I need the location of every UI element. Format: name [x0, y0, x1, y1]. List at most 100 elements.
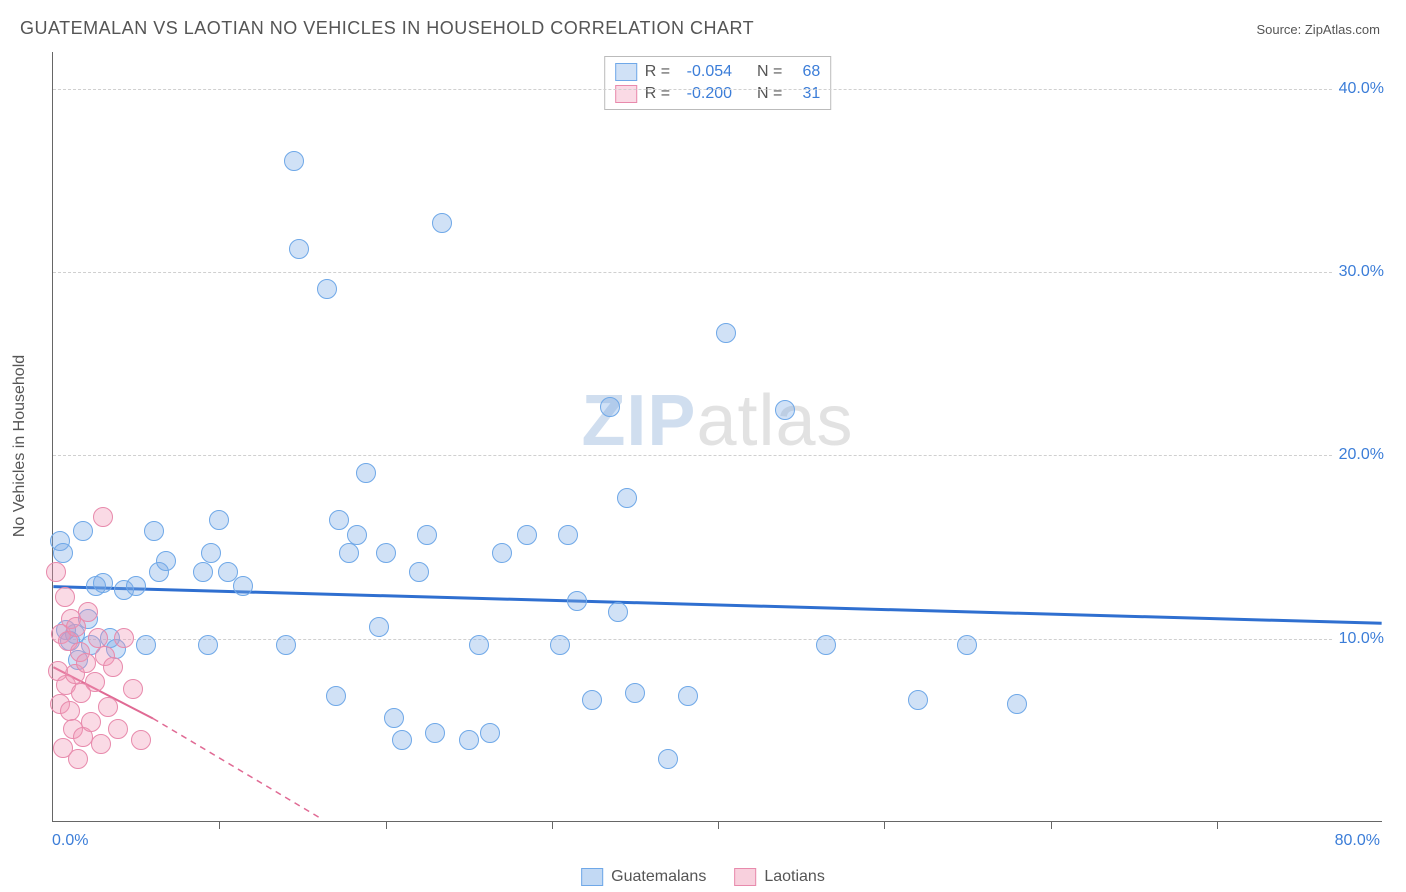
scatter-point: [93, 507, 113, 527]
scatter-point: [114, 628, 134, 648]
scatter-point: [85, 672, 105, 692]
y-tick-label: 10.0%: [1333, 630, 1384, 648]
scatter-point: [78, 602, 98, 622]
watermark-light: atlas: [696, 381, 853, 461]
scatter-point: [60, 701, 80, 721]
legend-label: Guatemalans: [611, 868, 706, 886]
scatter-point: [289, 239, 309, 259]
scatter-point: [193, 562, 213, 582]
scatter-point: [432, 213, 452, 233]
scatter-point: [356, 463, 376, 483]
scatter-point: [73, 521, 93, 541]
gridline: [53, 455, 1382, 456]
stats-legend-row: R =-0.200 N =31: [615, 83, 821, 105]
x-tick: [386, 821, 387, 829]
gridline: [53, 639, 1382, 640]
scatter-point: [392, 730, 412, 750]
stats-legend-row: R = -0.054 N = 68: [615, 61, 821, 83]
scatter-point: [55, 587, 75, 607]
scatter-point: [108, 719, 128, 739]
trend-lines-layer: [53, 52, 1382, 821]
scatter-point: [582, 690, 602, 710]
scatter-point: [329, 510, 349, 530]
legend-item: Guatemalans: [581, 868, 706, 886]
scatter-point: [91, 734, 111, 754]
scatter-point: [716, 323, 736, 343]
scatter-point: [93, 573, 113, 593]
scatter-point: [600, 397, 620, 417]
y-tick-label: 30.0%: [1333, 263, 1384, 281]
scatter-point: [276, 635, 296, 655]
scatter-point: [678, 686, 698, 706]
stat-r-label: R =: [645, 63, 670, 81]
scatter-point: [1007, 694, 1027, 714]
source-prefix: Source:: [1256, 22, 1304, 37]
scatter-point: [209, 510, 229, 530]
gridline: [53, 89, 1382, 90]
scatter-point: [53, 543, 73, 563]
series-legend: Guatemalans Laotians: [581, 868, 825, 886]
scatter-point: [459, 730, 479, 750]
scatter-point: [76, 653, 96, 673]
scatter-point: [126, 576, 146, 596]
scatter-point: [326, 686, 346, 706]
scatter-point: [156, 551, 176, 571]
scatter-point: [68, 749, 88, 769]
scatter-point: [136, 635, 156, 655]
x-tick: [1217, 821, 1218, 829]
source-link[interactable]: ZipAtlas.com: [1305, 22, 1380, 37]
scatter-point: [339, 543, 359, 563]
scatter-point: [317, 279, 337, 299]
stat-n-label: N =: [757, 63, 782, 81]
scatter-point: [376, 543, 396, 563]
scatter-point: [384, 708, 404, 728]
scatter-point: [88, 628, 108, 648]
stat-r-value: -0.054: [678, 63, 732, 81]
scatter-point: [617, 488, 637, 508]
scatter-point: [81, 712, 101, 732]
scatter-point: [775, 400, 795, 420]
scatter-point: [957, 635, 977, 655]
watermark: ZIPatlas: [581, 380, 853, 462]
scatter-point: [480, 723, 500, 743]
legend-item: Laotians: [734, 868, 825, 886]
scatter-point: [417, 525, 437, 545]
source-attribution: Source: ZipAtlas.com: [1256, 22, 1380, 37]
stats-legend: R = -0.054 N = 68 R =-0.200 N =31: [604, 56, 832, 110]
scatter-point: [409, 562, 429, 582]
scatter-point: [201, 543, 221, 563]
scatter-point: [46, 562, 66, 582]
scatter-point: [144, 521, 164, 541]
legend-swatch: [734, 868, 756, 886]
x-tick: [552, 821, 553, 829]
scatter-point: [567, 591, 587, 611]
scatter-point: [131, 730, 151, 750]
legend-label: Laotians: [764, 868, 825, 886]
x-axis-end-label: 80.0%: [1335, 832, 1380, 850]
y-tick-label: 20.0%: [1333, 446, 1384, 464]
scatter-point: [347, 525, 367, 545]
scatter-point: [816, 635, 836, 655]
x-tick: [884, 821, 885, 829]
scatter-point: [198, 635, 218, 655]
scatter-point: [517, 525, 537, 545]
x-tick: [718, 821, 719, 829]
scatter-point: [608, 602, 628, 622]
gridline: [53, 272, 1382, 273]
y-axis-label: No Vehicles in Household: [11, 355, 29, 537]
scatter-point: [103, 657, 123, 677]
stat-n-value: 68: [790, 63, 820, 81]
scatter-plot-area: ZIPatlas R =-0.054 N =68R =-0.200 N =31 …: [52, 52, 1382, 822]
chart-title: GUATEMALAN VS LAOTIAN NO VEHICLES IN HOU…: [20, 18, 754, 39]
scatter-point: [658, 749, 678, 769]
x-axis-start-label: 0.0%: [52, 832, 88, 850]
watermark-bold: ZIP: [581, 381, 696, 461]
scatter-point: [233, 576, 253, 596]
scatter-point: [469, 635, 489, 655]
x-tick: [1051, 821, 1052, 829]
scatter-point: [908, 690, 928, 710]
y-tick-label: 40.0%: [1333, 80, 1384, 98]
scatter-point: [558, 525, 578, 545]
scatter-point: [98, 697, 118, 717]
x-tick: [219, 821, 220, 829]
